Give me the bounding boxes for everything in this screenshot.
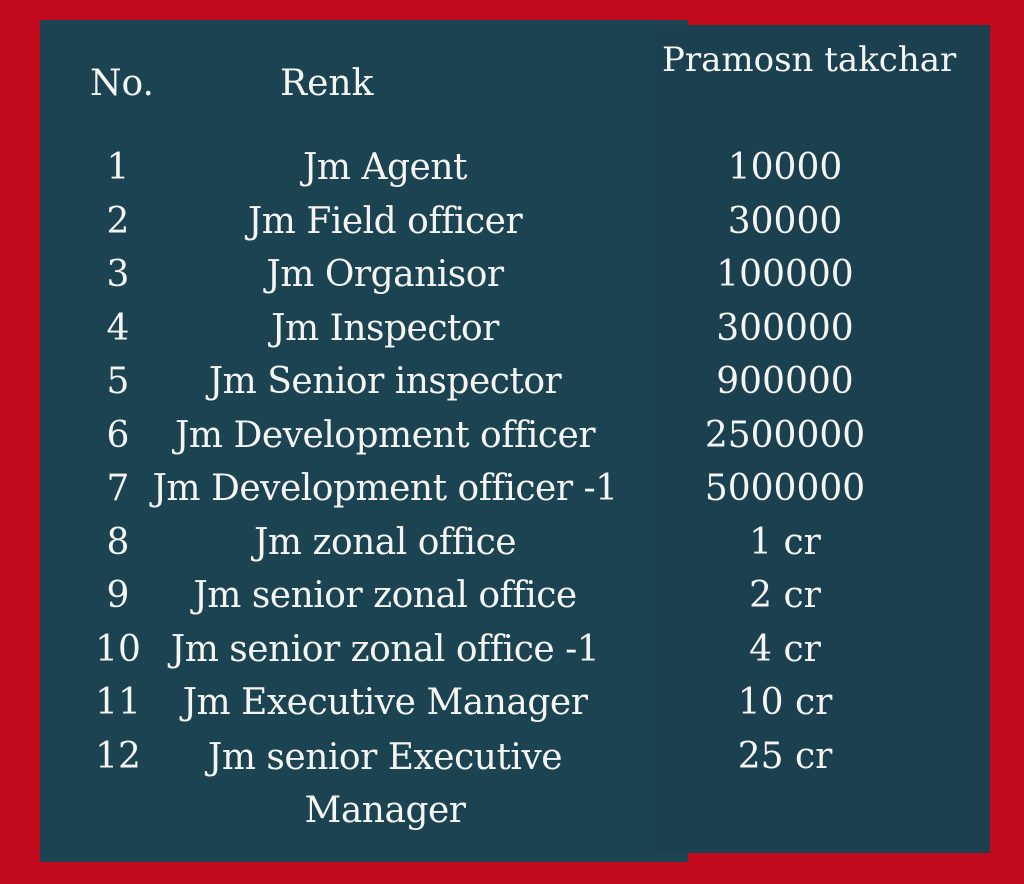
row-number: 12 [95,735,141,777]
header-rank: Renk [280,63,374,104]
row-number: 8 [106,521,130,563]
row-rank: Jm senior Executive Manager [207,736,563,831]
table-row: 7 Jm Development officer -1 5000000 [0,467,1024,520]
row-value: 1 cr [749,521,821,563]
row-number: 2 [106,200,130,242]
row-rank: Jm Executive Manager [182,682,588,723]
row-rank: Jm Senior inspector [208,361,562,402]
table-row: 8 Jm zonal office 1 cr [0,521,1024,574]
table-row: 12 Jm senior Executive Manager 25 cr [0,735,1024,831]
table-row: 11 Jm Executive Manager 10 cr [0,681,1024,734]
value-column-panel [655,25,990,853]
row-value: 2500000 [704,414,866,456]
row-rank: Jm senior zonal office -1 [170,628,600,670]
row-value: 900000 [716,361,854,402]
header-no: No. [90,63,154,104]
row-number: 7 [106,468,130,509]
table-row: 4 Jm Inspector 300000 [0,307,1024,360]
table-row: 3 Jm Organisor 100000 [0,253,1024,306]
row-value: 5000000 [704,468,866,509]
row-rank: Jm Agent [302,147,468,188]
row-value: 2 cr [749,575,821,616]
table-row: 9 Jm senior zonal office 2 cr [0,574,1024,627]
table-row: 2 Jm Field officer 30000 [0,200,1024,253]
row-value: 10 cr [737,682,833,723]
row-value: 30000 [727,200,843,242]
table-row: 1 Jm Agent 10000 [0,146,1024,199]
row-number: 5 [106,361,130,402]
row-number: 9 [106,575,130,616]
table-panel [40,20,688,862]
row-value: 300000 [716,307,854,349]
row-number: 6 [106,414,130,456]
row-rank: Jm zonal office [253,521,517,563]
row-number: 11 [95,682,141,723]
table-row: 10 Jm senior zonal office -1 4 cr [0,628,1024,681]
row-rank: Jm Development officer -1 [152,468,618,509]
row-value: 10000 [727,147,843,188]
row-number: 10 [95,628,141,670]
row-value: 25 cr [737,735,833,777]
row-rank: Jm Field officer [247,200,523,242]
row-value: 100000 [716,254,854,295]
row-rank: Jm senior zonal office [193,575,577,616]
row-rank: Jm Development officer [174,414,596,456]
row-rank: Jm Inspector [271,307,499,349]
row-value: 4 cr [749,628,821,670]
row-number: 3 [106,254,130,295]
row-rank: Jm Organisor [266,254,504,295]
header-value: Pramosn takchar [662,40,957,80]
table-row: 6 Jm Development officer 2500000 [0,414,1024,467]
table-row: 5 Jm Senior inspector 900000 [0,360,1024,413]
row-number: 4 [106,307,130,349]
row-number: 1 [106,147,130,188]
